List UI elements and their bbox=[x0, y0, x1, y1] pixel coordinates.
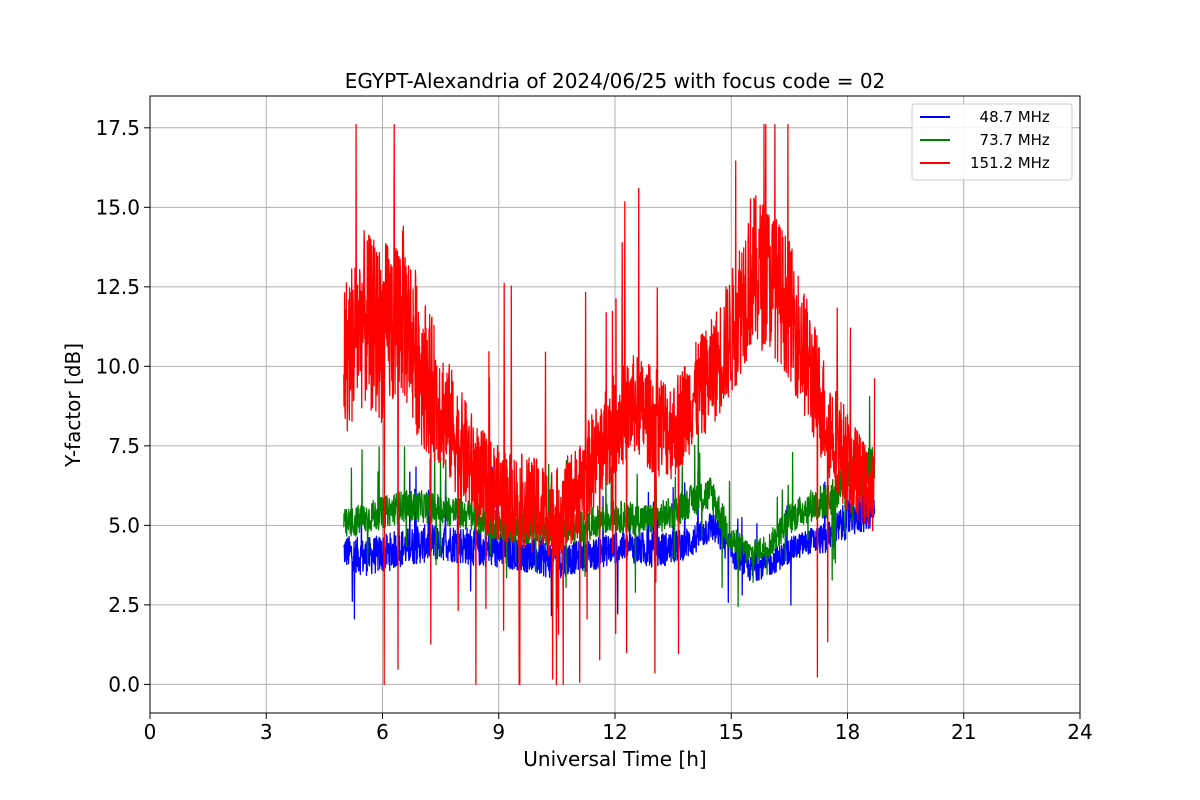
x-tick-label: 6 bbox=[376, 720, 389, 744]
series-line bbox=[343, 123, 876, 686]
y-tick-label: 10.0 bbox=[95, 354, 140, 378]
x-tick-label: 3 bbox=[260, 720, 273, 744]
y-tick-label: 15.0 bbox=[95, 195, 140, 219]
x-tick-label: 24 bbox=[1067, 720, 1092, 744]
series-layer bbox=[343, 123, 876, 686]
chart-title: EGYPT-Alexandria of 2024/06/25 with focu… bbox=[345, 69, 886, 93]
series-line bbox=[343, 453, 876, 620]
y-tick-label: 5.0 bbox=[108, 513, 140, 537]
y-tick-label: 12.5 bbox=[95, 275, 140, 299]
x-tick-label: 9 bbox=[492, 720, 505, 744]
axes: 0 3 6 9 12 15 18 21 24 0.0 2.5 5.0 7.5 10.0 12.5 15.0 17… bbox=[95, 116, 1092, 744]
y-tick-label: 17.5 bbox=[95, 116, 140, 140]
x-axis-label: Universal Time [h] bbox=[523, 747, 706, 771]
series-line bbox=[343, 395, 876, 608]
y-axis-label: Y-factor [dB] bbox=[61, 343, 85, 468]
legend-label: 151.2 MHz bbox=[970, 154, 1050, 172]
legend: 48.7 MHz 73.7 MHz 151.2 MHz bbox=[911, 103, 1073, 181]
y-tick-label: 7.5 bbox=[108, 434, 140, 458]
x-tick-label: 18 bbox=[835, 720, 860, 744]
legend-box bbox=[911, 103, 1073, 181]
legend-label: 48.7 MHz bbox=[970, 108, 1050, 126]
y-tick-label: 2.5 bbox=[108, 593, 140, 617]
x-tick-label: 21 bbox=[951, 720, 976, 744]
x-tick-label: 12 bbox=[602, 720, 627, 744]
legend-label: 73.7 MHz bbox=[970, 131, 1050, 149]
x-tick-label: 15 bbox=[719, 720, 744, 744]
x-tick-label: 0 bbox=[144, 720, 157, 744]
y-tick-label: 0.0 bbox=[108, 672, 140, 696]
